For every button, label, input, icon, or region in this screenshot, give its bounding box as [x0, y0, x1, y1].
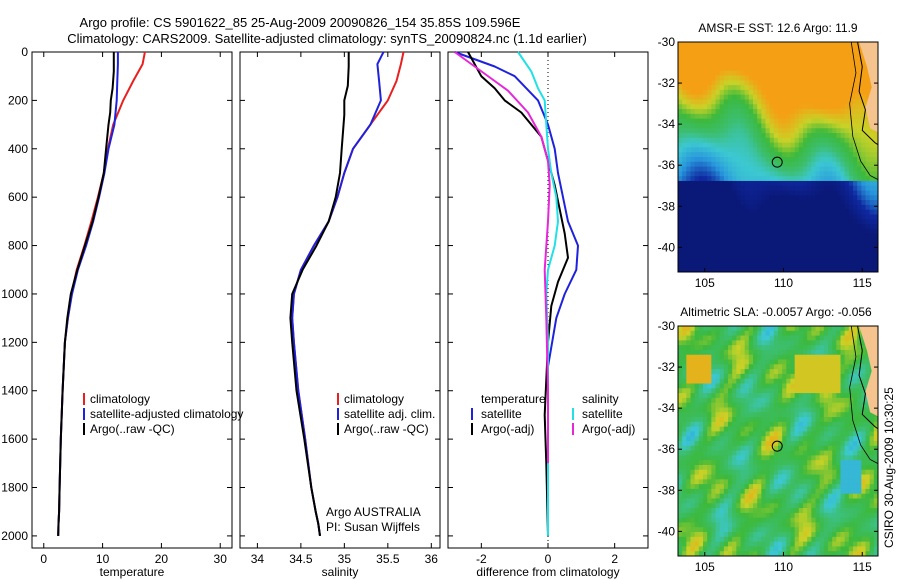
x-tick-label: 2	[611, 552, 618, 566]
x-axis-label: salinity	[322, 565, 359, 579]
x-tick-label: 115	[853, 276, 872, 290]
x-tick-label: 34	[251, 552, 265, 566]
legend-label-temp-satellite: satellite	[481, 407, 522, 421]
coastline	[857, 41, 879, 146]
y-tick-label: -30	[658, 319, 676, 333]
y-tick-label: -32	[658, 76, 676, 90]
x-tick-label: 105	[695, 276, 715, 290]
sst-map-title: AMSR-E SST: 12.6 Argo: 11.9	[698, 21, 858, 35]
x-axis-label: temperature	[100, 565, 165, 579]
legend-label-sal-satellite: satellite	[582, 407, 623, 421]
series-line-salinity-argo-adj	[454, 51, 551, 464]
x-tick-label: -2	[476, 552, 487, 566]
salinity-legend: climatology satellite adj. clim. Argo(..…	[326, 392, 435, 534]
coastline	[857, 325, 879, 430]
y-tick-label: 1000	[1, 287, 28, 301]
legend-heading-salinity: salinity	[582, 392, 619, 406]
annotation-pi: PI: Susan Wijffels	[326, 520, 420, 534]
plot-frame	[31, 51, 233, 549]
legend-label-temp-argo: Argo(-adj)	[481, 422, 534, 436]
y-tick-label: -40	[658, 524, 676, 538]
map-frame	[677, 325, 879, 557]
argo-position-marker	[771, 156, 783, 168]
sst-map-panel: 105 110 115 -30 -32 -34 -36 -38 -40	[658, 35, 879, 290]
y-tick-label: 600	[8, 190, 28, 204]
y-tick-label: -38	[658, 199, 676, 213]
x-tick-label: 110	[774, 560, 793, 574]
x-axis-label: difference from climatology	[476, 565, 619, 579]
x-tick-label: 36	[425, 552, 439, 566]
y-tick-label: 1800	[1, 481, 28, 495]
x-tick-label: 110	[774, 276, 793, 290]
y-tick-label: -38	[658, 483, 676, 497]
y-tick-label: 2000	[1, 529, 28, 543]
land-mass	[859, 42, 878, 133]
y-tick-label: 400	[8, 142, 28, 156]
legend-label-argo: Argo(..raw -QC)	[344, 422, 429, 436]
legend-label-satellite: satellite-adjusted climatology	[90, 407, 243, 421]
y-tick-label: -34	[658, 117, 676, 131]
salinity-profile-panel: 34 34.5 35 35.5 36 salinity	[239, 51, 441, 579]
y-tick-label: -32	[658, 360, 676, 374]
y-tick-label: -40	[658, 240, 676, 254]
y-tick-label: 200	[8, 93, 28, 107]
y-tick-label: 0	[21, 45, 28, 59]
sla-map-title: Altimetric SLA: -0.0057 Argo: -0.056	[680, 305, 872, 319]
land-mass	[859, 326, 878, 417]
figure-title-line2: Climatology: CARS2009. Satellite-adjuste…	[67, 31, 587, 46]
y-tick-label: 1600	[1, 432, 28, 446]
y-tick-label: -34	[658, 401, 676, 415]
shelf-contour	[849, 325, 879, 464]
legend-label-climatology: climatology	[90, 392, 150, 406]
y-tick-label: 800	[8, 239, 28, 253]
y-tick-label: -36	[658, 442, 676, 456]
x-tick-label: 105	[695, 560, 715, 574]
x-tick-label: 35.5	[376, 552, 400, 566]
temperature-legend: climatology satellite-adjusted climatolo…	[83, 392, 243, 436]
x-tick-label: 34.5	[289, 552, 313, 566]
temperature-profile-panel: 0 10 20 30 0 200 400 600 800 1000 1200 1400 1600 1800…	[1, 45, 233, 579]
legend-label-argo: Argo(..raw -QC)	[90, 422, 175, 436]
argo-position-marker	[771, 440, 783, 452]
difference-legend: temperature satellite Argo(-adj) salinit…	[471, 392, 635, 436]
x-tick-label: 30	[214, 552, 228, 566]
y-tick-label: 1200	[1, 335, 28, 349]
figure-title-line1: Argo profile: CS 5901622_85 25-Aug-2009 …	[80, 15, 521, 30]
x-tick-label: 0	[40, 552, 47, 566]
series-line-temperature-satellite	[454, 51, 579, 536]
y-tick-label: 1400	[1, 384, 28, 398]
x-tick-label: 20	[155, 552, 169, 566]
legend-label-satellite: satellite adj. clim.	[344, 407, 435, 421]
annotation-argo-australia: Argo AUSTRALIA	[326, 505, 421, 519]
shelf-contour	[849, 41, 879, 180]
legend-label-climatology: climatology	[344, 392, 404, 406]
x-tick-label: 0	[545, 552, 552, 566]
series-line-argo-raw-qc	[57, 52, 115, 536]
legend-label-sal-argo: Argo(-adj)	[582, 422, 635, 436]
credit-text: CSIRO 30-Aug-2009 10:30:25	[882, 387, 896, 548]
x-tick-label: 10	[96, 552, 110, 566]
x-tick-label: 115	[853, 560, 872, 574]
y-tick-label: -36	[658, 158, 676, 172]
plot-frame	[239, 51, 441, 549]
sla-map-panel: 105 110 115 -30 -32 -34 -36 -38 -40	[658, 319, 879, 574]
legend-heading-temperature: temperature	[481, 392, 546, 406]
map-frame	[677, 41, 879, 273]
x-tick-label: 35	[338, 552, 352, 566]
y-tick-label: -30	[658, 35, 676, 49]
series-line-argo-raw-qc	[289, 52, 350, 537]
